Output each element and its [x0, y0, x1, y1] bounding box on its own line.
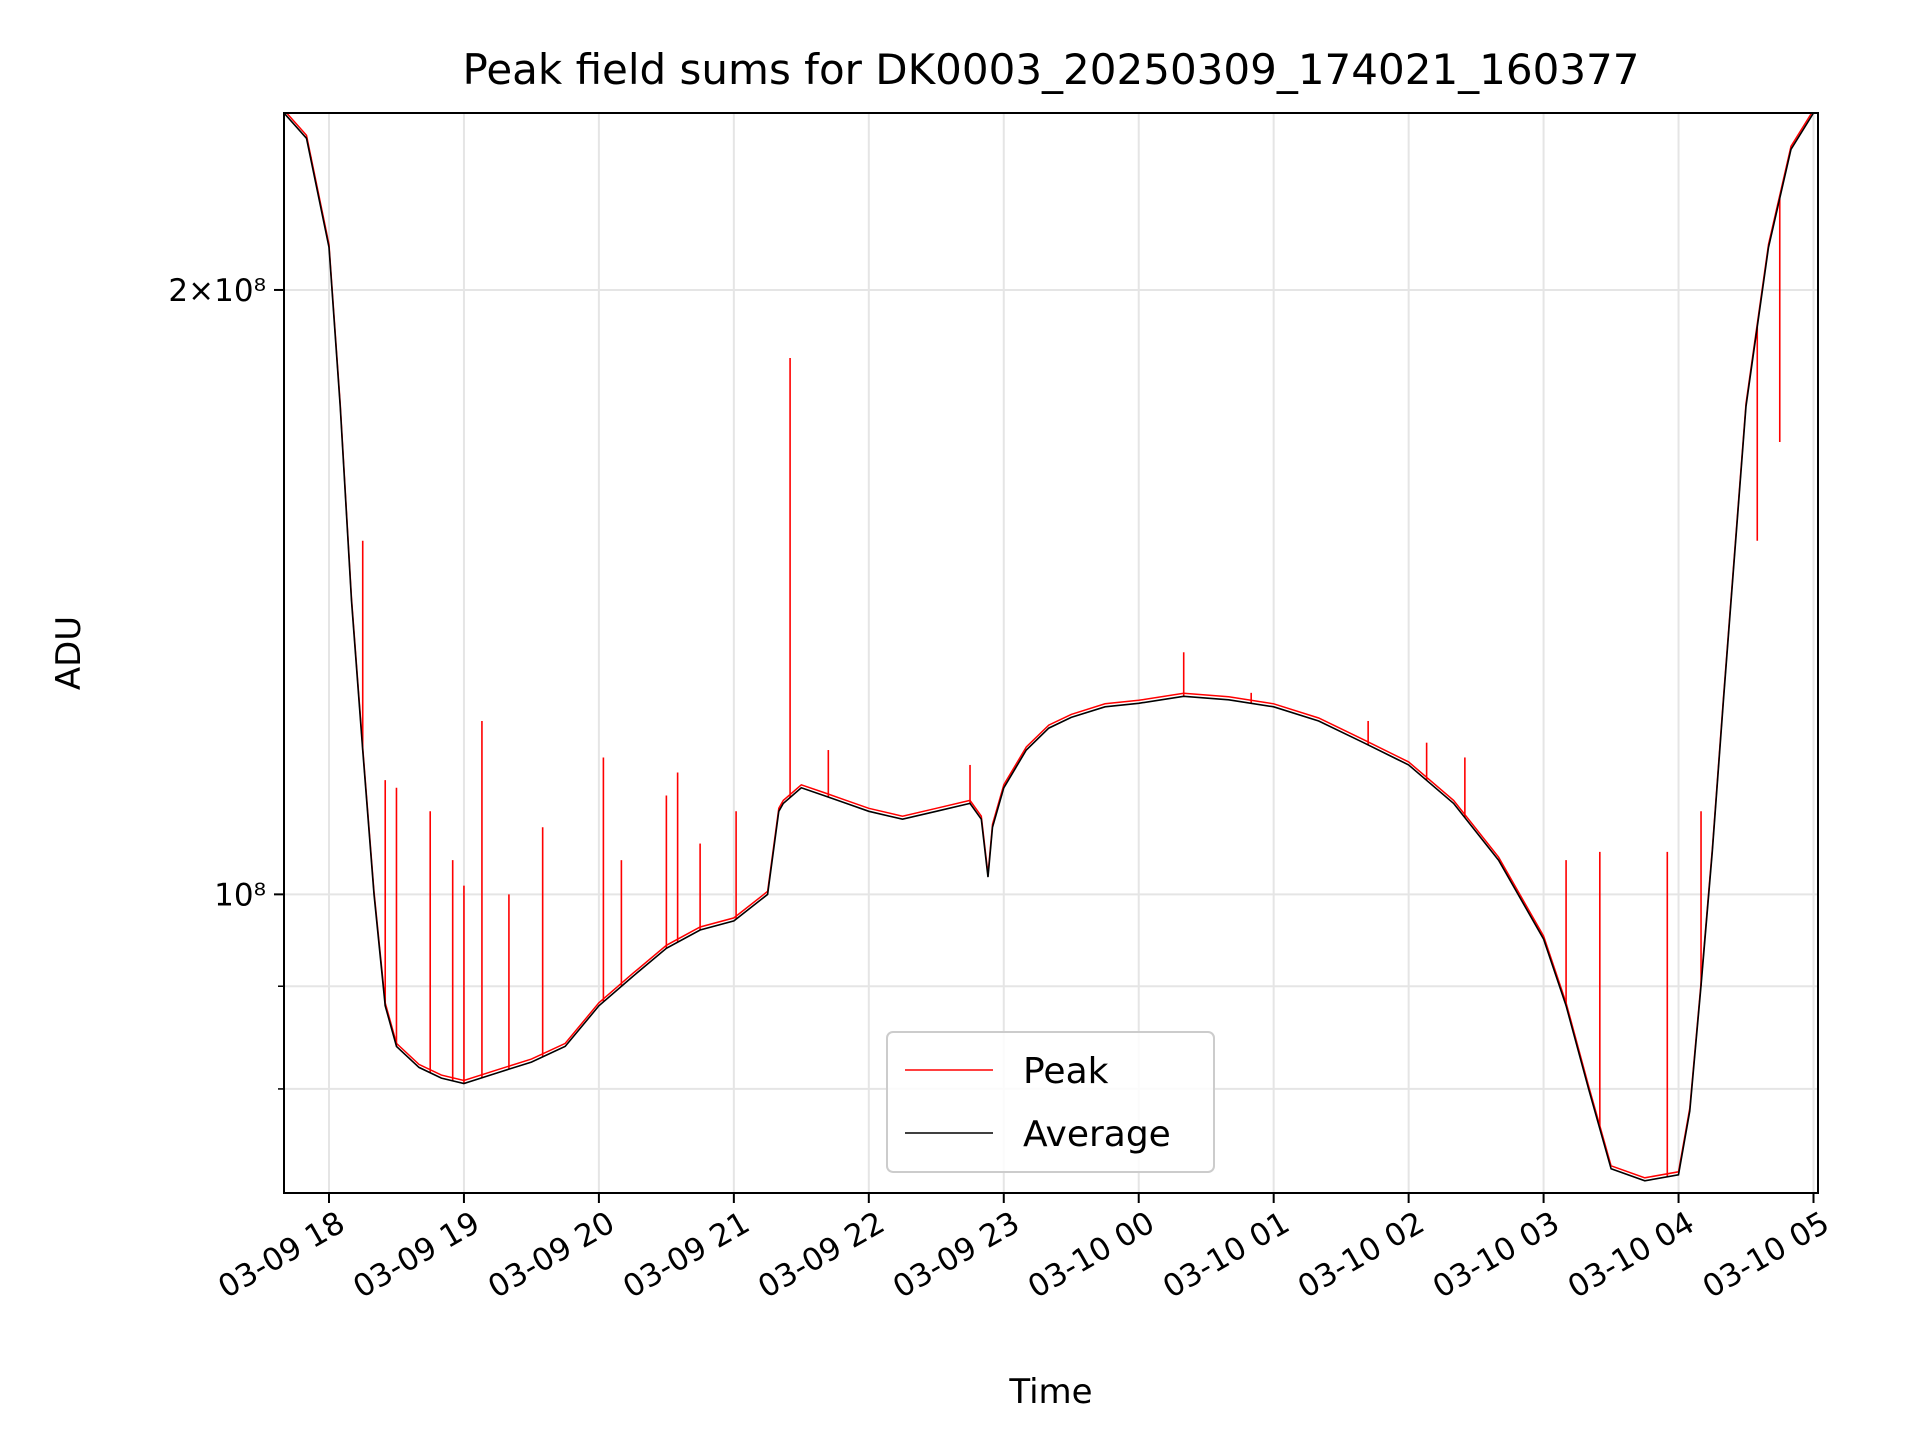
legend-label-peak: Peak — [1023, 1051, 1109, 1092]
legend-label-average: Average — [1023, 1114, 1171, 1155]
series-group — [284, 113, 1818, 1182]
x-axis-label: Time — [1008, 1372, 1092, 1412]
chart-title: Peak field sums for DK0003_20250309_1740… — [462, 45, 1639, 94]
average-series-line — [284, 113, 1818, 1182]
grid-layer — [284, 113, 1818, 1193]
y-tick-label: 2×10⁸ — [168, 273, 266, 309]
legend-box — [886, 1031, 1215, 1173]
data-layer — [284, 113, 1818, 1182]
y-tick-label: 10⁸ — [214, 877, 266, 913]
legend: Peak Average — [886, 1031, 1215, 1173]
y-axis-label: ADU — [49, 616, 89, 690]
plot-frame — [283, 112, 1819, 1194]
